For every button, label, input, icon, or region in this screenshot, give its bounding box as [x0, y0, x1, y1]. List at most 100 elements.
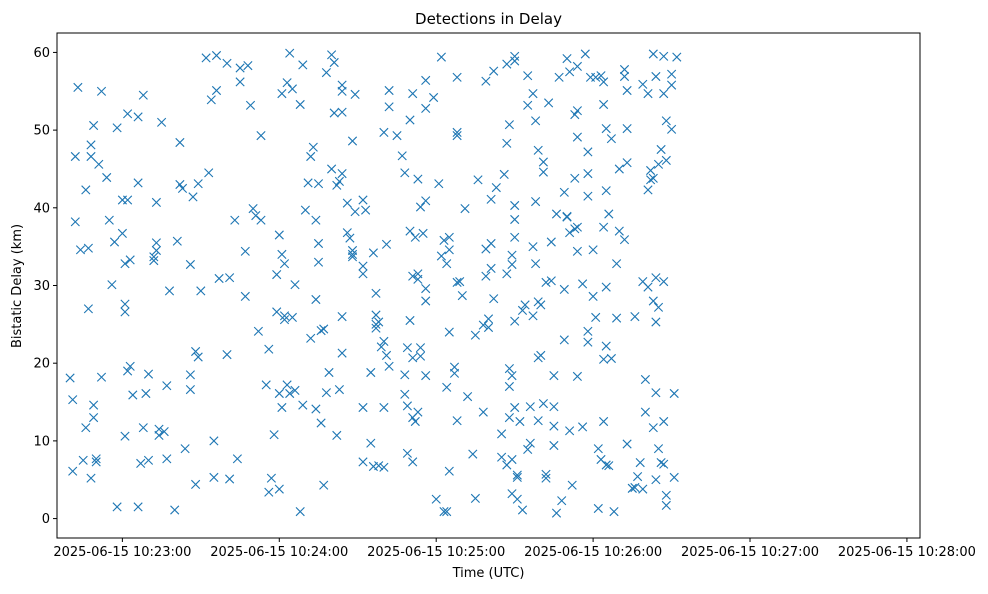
- data-point-marker: [478, 320, 488, 330]
- data-point-marker: [78, 455, 88, 465]
- data-point-marker: [332, 430, 342, 440]
- data-point-marker: [337, 312, 347, 322]
- data-point-marker: [324, 367, 334, 378]
- data-point-marker: [123, 366, 133, 376]
- data-point-marker: [279, 259, 290, 269]
- data-point-marker: [507, 371, 517, 381]
- data-point-marker: [91, 454, 101, 464]
- data-point-marker: [347, 249, 358, 259]
- data-point-marker: [504, 120, 514, 130]
- data-point-marker: [559, 284, 569, 294]
- x-tick-label: 2025-06-15 10:27:00: [681, 545, 819, 560]
- data-point-marker: [502, 269, 512, 279]
- data-point-marker: [345, 233, 355, 243]
- data-point-marker: [180, 444, 190, 454]
- data-point-marker: [588, 291, 598, 301]
- data-point-marker: [538, 157, 548, 167]
- data-point-marker: [483, 322, 494, 333]
- data-point-marker: [481, 271, 491, 281]
- data-point-marker: [405, 115, 415, 125]
- data-point-marker: [463, 392, 473, 402]
- data-point-marker: [439, 507, 449, 517]
- data-point-marker: [444, 327, 454, 337]
- data-point-marker: [452, 277, 462, 287]
- data-point-marker: [125, 255, 135, 265]
- data-point-marker: [185, 370, 195, 380]
- data-point-marker: [470, 330, 480, 340]
- data-point-marker: [274, 230, 284, 240]
- data-point-marker: [478, 407, 488, 417]
- data-point-marker: [667, 124, 677, 134]
- data-point-marker: [452, 131, 462, 141]
- data-point-marker: [361, 205, 371, 215]
- data-point-marker: [497, 452, 507, 462]
- data-point-marker: [240, 291, 250, 301]
- data-point-marker: [381, 350, 392, 360]
- data-point-marker: [651, 273, 661, 283]
- data-point-marker: [308, 142, 318, 152]
- data-point-marker: [337, 169, 347, 179]
- data-point-marker: [661, 155, 671, 165]
- data-point-marker: [211, 50, 222, 61]
- data-point-marker: [384, 102, 394, 112]
- data-point-marker: [672, 52, 682, 62]
- data-point-marker: [460, 204, 470, 214]
- data-point-marker: [510, 51, 520, 61]
- data-point-marker: [442, 507, 452, 517]
- data-point-marker: [285, 48, 295, 58]
- data-point-marker: [572, 246, 582, 256]
- data-point-marker: [154, 424, 164, 434]
- data-point-marker: [572, 132, 582, 142]
- data-point-marker: [659, 459, 669, 469]
- data-point-marker: [136, 458, 146, 468]
- data-point-marker: [436, 52, 446, 62]
- data-point-marker: [175, 179, 185, 190]
- data-point-marker: [601, 282, 611, 292]
- data-point-marker: [123, 195, 133, 205]
- data-point-marker: [143, 455, 154, 465]
- data-point-marker: [162, 381, 172, 391]
- data-point-marker: [622, 124, 632, 134]
- data-point-marker: [538, 399, 548, 409]
- data-point-marker: [107, 280, 117, 290]
- y-axis: 0 10 20 30 40 50 60: [33, 46, 57, 527]
- data-point-marker: [402, 448, 412, 458]
- data-point-marker: [277, 249, 287, 259]
- data-point-marker: [483, 314, 494, 324]
- data-point-marker: [379, 127, 389, 137]
- data-point-marker: [661, 490, 671, 500]
- data-point-marker: [253, 326, 263, 336]
- data-point-marker: [311, 404, 321, 414]
- data-point-marker: [499, 169, 509, 179]
- data-point-marker: [400, 370, 410, 380]
- data-point-marker: [65, 373, 75, 383]
- data-point-marker: [415, 351, 426, 361]
- data-point-marker: [661, 500, 671, 510]
- data-point-marker: [96, 372, 107, 382]
- data-point-marker: [170, 505, 180, 515]
- scatter-markers: [65, 48, 682, 518]
- data-point-marker: [368, 248, 378, 258]
- data-point-marker: [549, 421, 559, 431]
- data-point-marker: [149, 252, 159, 262]
- data-point-marker: [214, 273, 224, 284]
- data-point-marker: [562, 54, 572, 64]
- data-point-marker: [551, 508, 562, 518]
- data-point-marker: [510, 214, 520, 225]
- data-point-marker: [651, 71, 661, 82]
- data-point-marker: [612, 313, 622, 323]
- data-point-marker: [384, 361, 394, 371]
- data-point-marker: [442, 259, 452, 269]
- data-point-marker: [528, 242, 538, 252]
- x-axis-label: Time (UTC): [452, 566, 525, 581]
- data-point-marker: [421, 75, 431, 85]
- data-point-marker: [583, 191, 593, 201]
- data-point-marker: [366, 438, 376, 448]
- data-point-marker: [551, 209, 562, 219]
- data-point-marker: [415, 343, 426, 353]
- data-point-marker: [149, 256, 159, 266]
- data-point-marker: [531, 197, 541, 207]
- data-point-marker: [504, 413, 514, 423]
- data-point-marker: [350, 89, 360, 99]
